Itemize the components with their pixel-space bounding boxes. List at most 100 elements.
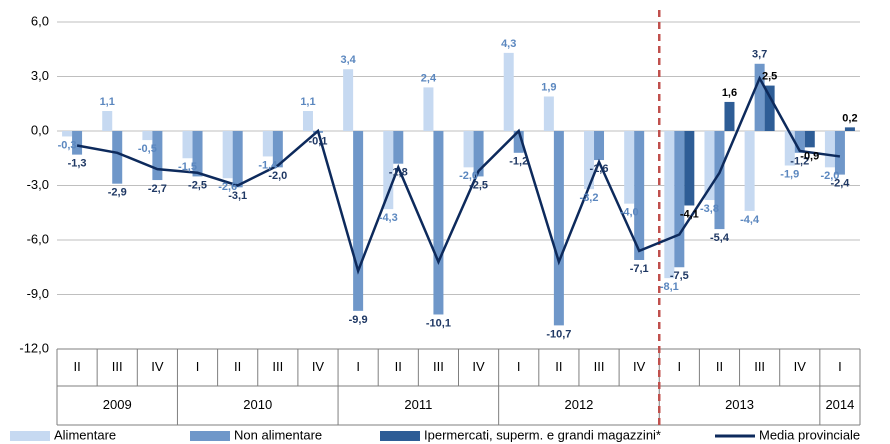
year-label: 2011 (404, 397, 432, 412)
value-label: -2,0 (820, 170, 839, 182)
x-tick-label: III (754, 359, 765, 374)
value-label: -4,3 (379, 212, 398, 224)
bar (513, 131, 524, 153)
y-tick-label: 3,0 (31, 68, 49, 83)
value-label: -2,6 (218, 181, 237, 193)
bar (624, 131, 635, 204)
year-label: 2012 (564, 397, 593, 412)
value-label: -2,7 (148, 183, 167, 195)
value-label: -2,0 (268, 170, 287, 182)
bar (704, 131, 715, 201)
bar (674, 131, 685, 268)
legend-swatch (190, 431, 230, 441)
bar (182, 131, 193, 159)
x-tick-label: III (594, 359, 605, 374)
bar (192, 131, 203, 177)
value-label: 2,5 (762, 70, 777, 82)
y-tick-label: 0,0 (31, 122, 49, 137)
x-tick-label: IV (151, 359, 164, 374)
value-label: -0,5 (138, 143, 157, 155)
bar (232, 131, 243, 188)
bar (714, 131, 725, 230)
bar (393, 131, 404, 164)
y-tick-label: -12,0 (19, 340, 49, 355)
value-label: -3,2 (580, 192, 599, 204)
x-tick-label: IV (472, 359, 485, 374)
value-label: -1,9 (780, 168, 799, 180)
bar (634, 131, 645, 260)
legend-swatch (10, 431, 50, 441)
x-tick-label: II (73, 359, 80, 374)
bar (784, 131, 795, 166)
value-label: -4,1 (680, 208, 699, 220)
value-label: 4,3 (501, 38, 516, 50)
bar (543, 96, 554, 131)
bar (463, 131, 474, 168)
bar (804, 131, 815, 148)
bar (343, 69, 354, 131)
x-tick-label: III (272, 359, 283, 374)
legend-swatch (380, 431, 420, 441)
value-label: 1,6 (722, 87, 737, 99)
value-label: -3,1 (228, 190, 247, 202)
bar (112, 131, 123, 184)
bar (383, 131, 394, 210)
bar (834, 131, 845, 175)
value-label: 3,4 (340, 54, 356, 66)
x-tick-label: IV (633, 359, 646, 374)
bar (272, 131, 283, 168)
bar (302, 111, 313, 131)
year-label: 2010 (243, 397, 272, 412)
bar (423, 87, 434, 131)
value-label: -3,8 (700, 203, 719, 215)
bar (353, 131, 364, 311)
legend-label: Ipermercati, superm. e grandi magazzini* (424, 427, 661, 442)
value-label: -10,7 (546, 328, 571, 340)
bar (754, 63, 765, 131)
value-label: -2,5 (188, 179, 207, 191)
bar (844, 127, 855, 131)
year-label: 2009 (103, 397, 132, 412)
x-tick-label: III (433, 359, 444, 374)
value-label: 1,1 (100, 96, 115, 108)
bar (262, 131, 273, 157)
x-tick-label: I (678, 359, 682, 374)
value-label: -0,9 (800, 150, 819, 162)
value-label: -4,0 (620, 207, 639, 219)
value-label: 2,4 (421, 72, 437, 84)
value-label: -1,3 (68, 158, 87, 170)
value-label: -9,9 (349, 314, 368, 326)
value-label: -10,1 (426, 317, 451, 329)
value-label: -0,3 (58, 139, 77, 151)
value-label: -8,1 (660, 281, 679, 293)
x-tick-label: I (196, 359, 200, 374)
bar (433, 131, 444, 315)
bar (764, 85, 775, 131)
value-label: -7,1 (630, 263, 649, 275)
year-label: 2014 (825, 397, 854, 412)
value-label: -7,5 (670, 270, 689, 282)
x-tick-label: II (395, 359, 402, 374)
x-tick-label: II (234, 359, 241, 374)
value-label: -2,9 (108, 187, 127, 199)
value-label: -1,2 (790, 156, 809, 168)
value-label: -0,1 (308, 136, 327, 148)
y-tick-label: -9,0 (27, 286, 49, 301)
value-label: -1,4 (258, 159, 278, 171)
bar (684, 131, 695, 206)
legend-label: Alimentare (54, 427, 116, 442)
bar (102, 111, 113, 131)
y-tick-label: -3,0 (27, 177, 49, 192)
bar (794, 131, 805, 153)
x-tick-label: IV (794, 359, 807, 374)
bar (503, 52, 514, 132)
x-tick-label: II (555, 359, 562, 374)
bar (473, 131, 484, 177)
value-label: -2,5 (469, 179, 488, 191)
value-label: 0,2 (842, 112, 857, 124)
year-label: 2013 (725, 397, 754, 412)
bar (553, 131, 564, 326)
x-tick-label: III (112, 359, 123, 374)
x-tick-label: I (517, 359, 521, 374)
x-tick-label: IV (312, 359, 325, 374)
